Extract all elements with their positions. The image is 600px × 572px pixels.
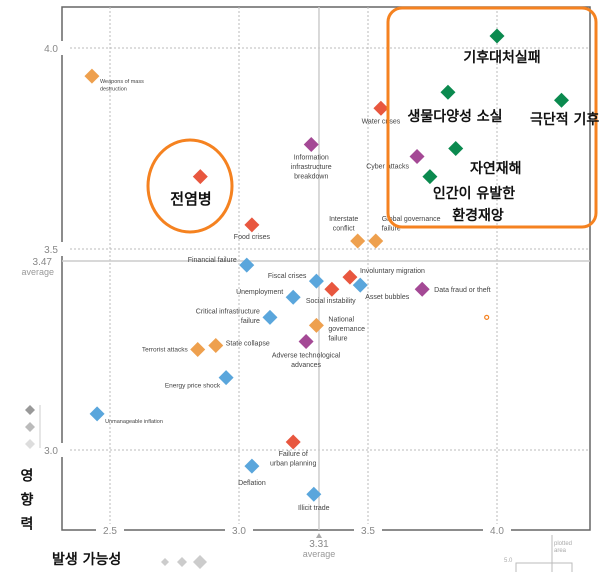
data-point: [303, 136, 319, 152]
inset-label: area: [554, 548, 567, 554]
data-point-label: Data fraud or theft: [434, 287, 490, 294]
data-point-label: Involuntary migration: [360, 268, 425, 275]
data-point: [342, 269, 358, 285]
data-point: [448, 141, 464, 156]
legend-diamond: [25, 439, 35, 449]
data-point-label: Weapons of mass destruction: [100, 79, 144, 92]
data-point-label: Failure of urban planning: [270, 451, 316, 467]
data-point: [352, 277, 368, 293]
data-point: [244, 458, 260, 474]
legend-diamond: [161, 558, 169, 566]
legend-diamond: [177, 557, 187, 567]
data-point-label: Global governance failure: [382, 216, 441, 232]
data-point-label: Social instability: [306, 298, 356, 305]
data-point-label: State collapse: [226, 340, 270, 347]
plot-frame: [61, 6, 591, 531]
data-point: [308, 317, 324, 333]
data-point-label: Unemployment: [236, 289, 283, 296]
data-point-label: National governance failure: [328, 316, 365, 342]
small-marker: [484, 314, 490, 320]
data-point: [324, 281, 340, 297]
data-point: [298, 333, 314, 349]
data-point-label: Energy price shock: [165, 383, 221, 390]
data-point: [285, 434, 301, 450]
data-point: [239, 257, 255, 273]
legend-diamond: [193, 555, 207, 569]
data-point: [89, 406, 105, 422]
data-point: [192, 169, 208, 185]
x-tick-label: 3.0: [232, 526, 246, 537]
data-point: [190, 342, 206, 357]
data-point-label: Information infrastructure breakdown: [291, 154, 332, 180]
data-point: [368, 233, 384, 249]
y-axis-title: 영향력: [18, 468, 34, 540]
data-point: [84, 68, 100, 84]
anno-manmade-1: 인간이 유발한: [433, 185, 515, 202]
data-point: [489, 28, 505, 44]
data-point-label: Adverse technological advances: [272, 352, 341, 368]
x-tick-label: 3.5: [361, 526, 375, 537]
data-point-label: Asset bubbles: [365, 294, 409, 301]
data-point-label: Terrorist attacks: [142, 347, 189, 354]
anno-pandemic: 전염병: [170, 190, 211, 208]
y-average-label: average: [21, 267, 54, 277]
data-point: [422, 169, 438, 185]
x-axis-title: 발생 가능성: [52, 551, 121, 568]
y-tick-label: 4.0: [44, 44, 58, 55]
data-point: [373, 100, 389, 116]
pandemic-highlight-circle: [146, 138, 234, 234]
data-point: [350, 233, 366, 249]
data-point: [440, 84, 456, 100]
data-point: [409, 149, 425, 165]
data-point-label: Water crises: [362, 118, 401, 125]
legend-diamond: [25, 422, 35, 432]
data-point: [308, 273, 324, 289]
y-tick-label: 3.0: [44, 446, 58, 457]
data-point-label: Illicit trade: [298, 505, 330, 512]
data-point-label: Interstate conflict: [329, 216, 358, 232]
environment-highlight-box: [386, 6, 598, 229]
data-point: [554, 92, 569, 108]
data-point-label: Financial failure: [188, 257, 237, 264]
inset-label: plotted: [554, 541, 572, 547]
inset-plotted-area: [515, 562, 573, 572]
anno-natural-disasters: 자연재해: [470, 161, 522, 177]
anno-extreme-weather: 극단적 기후: [530, 111, 599, 128]
data-point: [285, 289, 301, 305]
anno-manmade-2: 환경재앙: [452, 207, 504, 224]
x-average-value: 3.31: [309, 539, 329, 550]
x-tick-label: 4.0: [490, 526, 504, 537]
anno-biodiversity: 생물다양성 소실: [407, 109, 502, 125]
inset-tick: 5.0: [504, 558, 513, 564]
data-point-label: Food crises: [234, 234, 271, 241]
data-point: [208, 337, 224, 353]
data-point: [244, 217, 260, 233]
x-average-label: average: [303, 549, 336, 559]
anno-climate-failure: 기후대처실패: [463, 50, 540, 66]
x-tick-label: 2.5: [103, 526, 117, 537]
data-point: [306, 486, 322, 502]
data-point: [218, 370, 234, 386]
data-point: [414, 281, 430, 297]
data-point-label: Deflation: [238, 480, 266, 487]
data-point-label: Fiscal crises: [268, 273, 307, 280]
y-average-value: 3.47: [33, 257, 53, 268]
data-point: [262, 309, 278, 325]
legend-diamond: [25, 405, 35, 415]
y-tick-label: 3.5: [44, 245, 58, 256]
data-point-label: Critical infrastructure failure: [196, 308, 260, 324]
data-point-label: Unmanageable inflation: [105, 419, 163, 425]
